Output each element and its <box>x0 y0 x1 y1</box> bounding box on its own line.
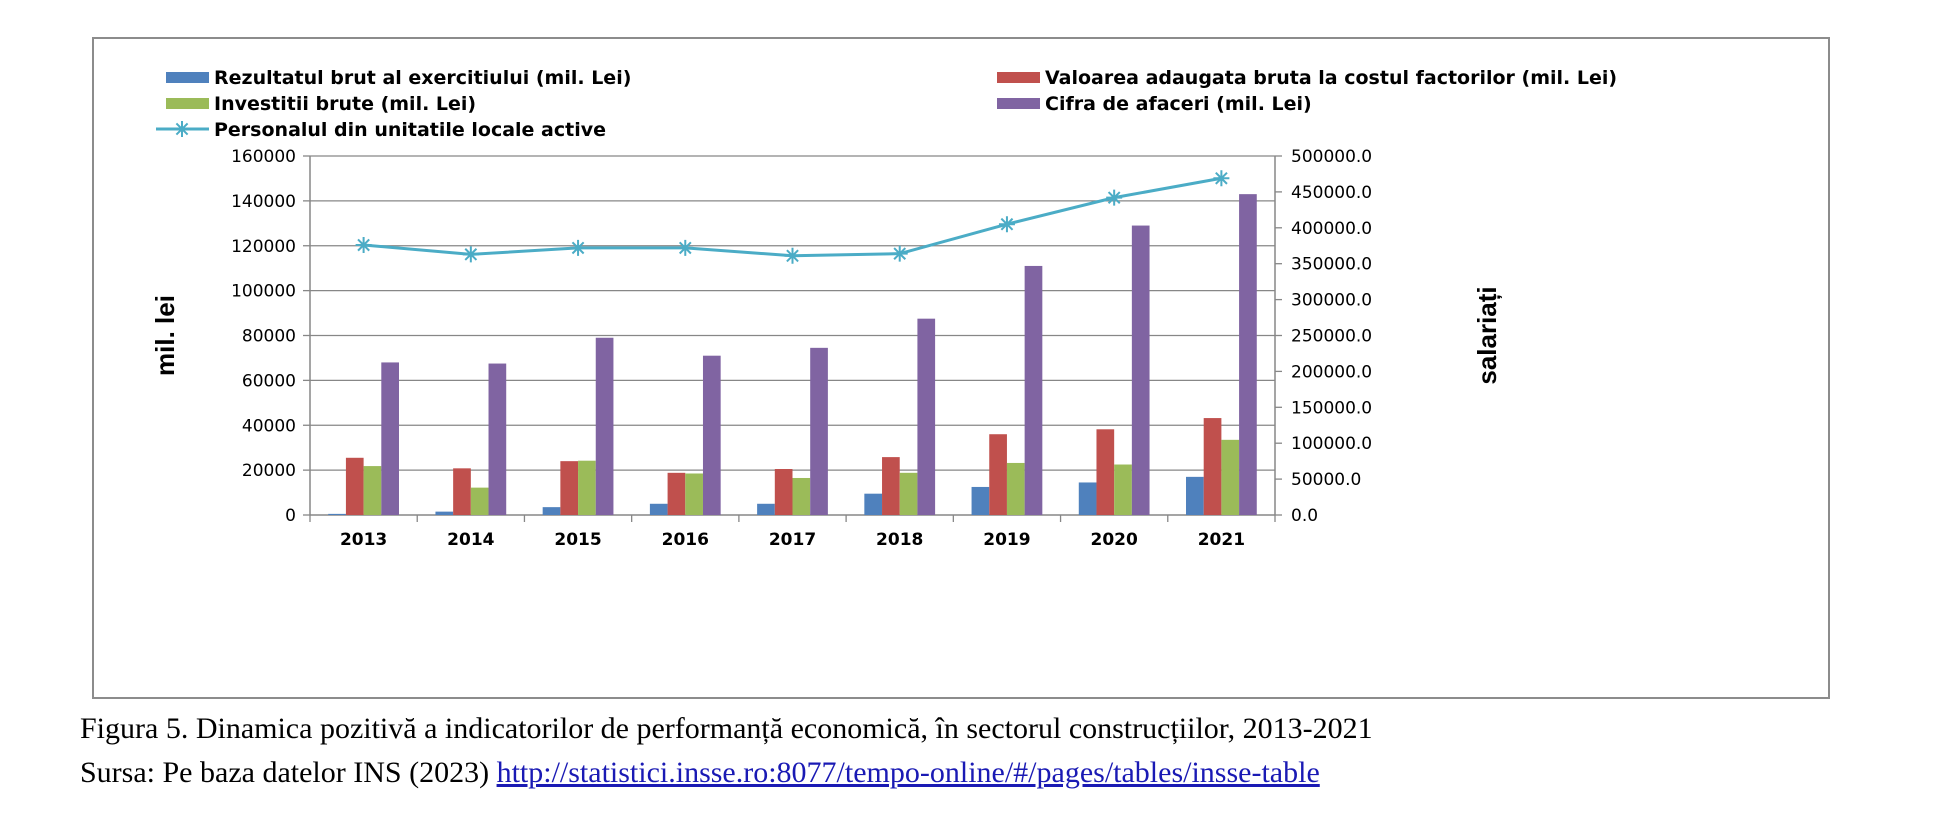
y2-tick-label: 100000.0 <box>1291 434 1372 454</box>
y2-tick-label: 0.0 <box>1291 506 1318 526</box>
y-tick-label: 0 <box>285 506 296 526</box>
bar <box>1239 194 1257 516</box>
bar <box>649 503 668 515</box>
bar <box>595 337 614 515</box>
legend-swatch <box>997 98 1040 109</box>
legend-swatch <box>166 98 209 109</box>
x-tick-label: 2018 <box>876 530 923 550</box>
x-tick-label: 2021 <box>1198 530 1245 550</box>
line-point <box>1106 189 1123 206</box>
bar <box>1186 476 1204 515</box>
legend-label: Personalul din unitatile locale active <box>214 119 606 141</box>
bar <box>702 355 721 515</box>
bar <box>578 460 596 515</box>
bar <box>542 507 561 515</box>
y2-tick-label: 450000.0 <box>1291 183 1372 203</box>
y-tick-label: 60000 <box>242 371 296 391</box>
line-point <box>891 245 908 262</box>
bar <box>328 513 346 515</box>
line-point <box>998 216 1015 233</box>
caption-source: Sursa: Pe baza datelor INS (2023) http:/… <box>80 751 1373 795</box>
caption-source-prefix: Sursa: Pe baza datelor INS (2023) <box>80 756 497 789</box>
y2-axis-title: salariați <box>1472 286 1502 384</box>
bar <box>774 469 793 515</box>
source-link[interactable]: http://statistici.insse.ro:8077/tempo-on… <box>496 756 1320 789</box>
x-tick-label: 2014 <box>447 530 494 550</box>
line-point <box>677 239 694 256</box>
chart-svg: 0 20000 40000 60000 80000 100000 120000 140000 1… <box>150 67 1617 550</box>
bar <box>882 457 900 515</box>
series-line <box>363 176 1222 258</box>
bar <box>453 468 471 515</box>
y2-tick-label: 500000.0 <box>1291 147 1372 167</box>
bar <box>488 363 507 515</box>
legend-marker <box>174 121 190 137</box>
y2-tick-label: 250000.0 <box>1291 327 1372 347</box>
x-tick-label: 2020 <box>1091 530 1138 550</box>
bar <box>1024 265 1043 515</box>
y2-tick-label: 150000.0 <box>1291 398 1372 418</box>
legend-label: Cifra de afaceri (mil. Lei) <box>1045 93 1312 115</box>
line-point <box>462 246 479 263</box>
bar <box>1078 482 1097 515</box>
bar <box>864 493 883 515</box>
line-point <box>355 237 372 254</box>
y-tick-label: 20000 <box>242 461 296 481</box>
caption-title: Figura 5. Dinamica pozitivă a indicatori… <box>80 712 1373 745</box>
y2-tick-label: 50000.0 <box>1291 470 1361 490</box>
chart-frame: 0 20000 40000 60000 80000 100000 120000 140000 1… <box>92 37 1830 699</box>
legend-swatch <box>997 72 1040 83</box>
y-tick-label: 40000 <box>242 416 296 436</box>
bar <box>899 472 918 515</box>
legend-swatch <box>166 72 209 83</box>
line-point <box>570 239 587 256</box>
legend-label: Valoarea adaugata bruta la costul factor… <box>1045 67 1617 89</box>
y-tick-label: 80000 <box>242 327 296 347</box>
y-axis-title: mil. lei <box>150 295 180 376</box>
bar <box>667 472 686 515</box>
y2-tick-label: 350000.0 <box>1291 255 1372 275</box>
bar <box>810 347 828 515</box>
bar <box>792 477 811 515</box>
y2-tick-label: 300000.0 <box>1291 291 1372 311</box>
x-tick-label: 2019 <box>983 530 1030 550</box>
y2-tick-label: 400000.0 <box>1291 219 1372 239</box>
bar <box>971 486 990 515</box>
bar <box>435 511 454 515</box>
bar <box>685 473 703 515</box>
bar <box>381 362 399 515</box>
bar <box>1114 464 1132 515</box>
bar <box>1096 429 1115 515</box>
bar <box>1131 225 1150 515</box>
bar <box>345 457 364 515</box>
x-tick-label: 2013 <box>340 530 387 550</box>
bar <box>1006 462 1025 515</box>
figure-caption: Figura 5. Dinamica pozitivă a indicatori… <box>80 707 1373 795</box>
x-tick-label: 2015 <box>554 530 601 550</box>
line-point <box>784 247 801 264</box>
bar <box>917 318 936 515</box>
legend-label: Investitii brute (mil. Lei) <box>214 93 476 115</box>
y2-tick-label: 200000.0 <box>1291 362 1372 382</box>
x-tick-label: 2016 <box>662 530 709 550</box>
y-tick-label: 160000 <box>231 147 296 167</box>
y-tick-label: 140000 <box>231 192 296 212</box>
y-tick-label: 100000 <box>231 282 296 302</box>
line-point <box>1213 170 1230 187</box>
legend-label: Rezultatul brut al exercitiului (mil. Le… <box>214 67 631 89</box>
x-tick-label: 2017 <box>769 530 816 550</box>
y-tick-label: 120000 <box>231 237 296 257</box>
bar <box>757 503 775 515</box>
bar <box>363 466 382 515</box>
bar <box>1221 439 1240 515</box>
bar <box>1203 418 1222 515</box>
bar <box>470 487 489 515</box>
bar <box>560 461 579 515</box>
bar <box>989 434 1007 515</box>
